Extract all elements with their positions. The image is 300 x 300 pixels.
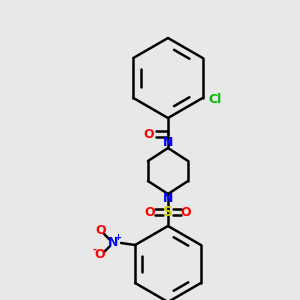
Text: -: -: [92, 245, 96, 255]
Text: N: N: [108, 236, 118, 250]
Text: O: O: [145, 206, 155, 218]
Text: +: +: [115, 233, 122, 242]
Text: S: S: [163, 205, 173, 219]
Text: Cl: Cl: [208, 92, 222, 106]
Text: N: N: [163, 193, 173, 206]
Text: O: O: [144, 128, 154, 140]
Text: O: O: [181, 206, 191, 218]
Text: O: O: [96, 224, 106, 238]
Text: O: O: [95, 248, 105, 262]
Text: N: N: [163, 136, 173, 149]
